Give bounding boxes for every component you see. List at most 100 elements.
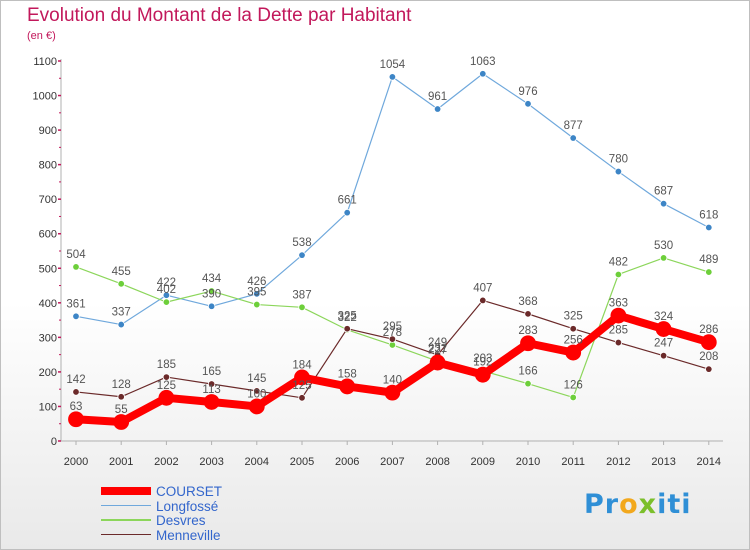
legend-swatch-menneville xyxy=(101,533,151,536)
data-label-longfosse: 1054 xyxy=(380,59,406,71)
x-tick-label: 2006 xyxy=(335,456,359,468)
data-label-menneville: 325 xyxy=(338,311,357,323)
data-label-longfosse: 618 xyxy=(699,210,718,222)
data-label-courset: 63 xyxy=(70,401,83,413)
data-label-desvres: 434 xyxy=(202,273,222,285)
data-label-desvres: 455 xyxy=(112,266,131,278)
data-point-menneville xyxy=(705,365,713,373)
series-layer xyxy=(68,70,717,430)
data-point-courset xyxy=(158,389,175,406)
legend-label-courset: COURSET xyxy=(156,484,223,499)
legend-swatch-desvres xyxy=(101,519,151,521)
data-label-courset: 125 xyxy=(157,380,176,392)
data-label-desvres: 203 xyxy=(473,353,492,365)
data-label-courset: 286 xyxy=(699,324,718,336)
data-point-menneville xyxy=(72,388,80,396)
data-point-desvres xyxy=(659,254,668,262)
data-point-courset xyxy=(248,398,265,415)
data-label-longfosse: 390 xyxy=(202,288,221,300)
data-label-desvres: 395 xyxy=(247,287,266,299)
data-label-menneville: 125 xyxy=(292,380,311,392)
data-point-menneville xyxy=(524,310,532,318)
x-tick-label: 2013 xyxy=(651,456,675,468)
data-label-longfosse: 780 xyxy=(609,154,628,166)
data-point-desvres xyxy=(524,379,532,388)
x-tick-label: 2000 xyxy=(64,456,88,468)
data-point-courset xyxy=(113,414,130,430)
data-point-menneville xyxy=(569,325,577,333)
data-label-menneville: 128 xyxy=(112,379,131,391)
legend-label-menneville: Menneville xyxy=(156,527,221,543)
data-point-desvres xyxy=(614,270,623,279)
data-point-courset xyxy=(565,344,582,361)
data-label-longfosse: 337 xyxy=(112,307,131,319)
data-point-desvres xyxy=(72,263,80,271)
x-tick-label: 2009 xyxy=(471,456,495,468)
data-label-courset: 227 xyxy=(428,345,447,357)
data-point-desvres xyxy=(117,280,125,288)
data-label-courset: 100 xyxy=(247,388,266,400)
data-point-courset xyxy=(610,307,627,324)
data-point-longfosse xyxy=(569,134,577,142)
data-label-longfosse: 426 xyxy=(247,276,266,288)
brand-part-2: o xyxy=(619,489,639,520)
data-label-longfosse: 961 xyxy=(428,91,447,103)
data-point-desvres xyxy=(162,298,171,306)
data-point-longfosse xyxy=(117,320,125,329)
data-label-desvres: 231 xyxy=(428,343,447,355)
data-point-menneville xyxy=(479,296,487,305)
data-label-courset: 363 xyxy=(609,298,628,310)
brand-part-3: x xyxy=(638,489,658,520)
legend-swatch-courset xyxy=(101,487,151,495)
data-label-menneville: 208 xyxy=(699,351,718,363)
data-label-courset: 184 xyxy=(292,359,312,371)
data-label-desvres: 402 xyxy=(157,284,176,296)
data-point-menneville xyxy=(659,351,668,360)
axes: 0 100 200 300 400 500 600 700 800 900 1000 1100 2000… xyxy=(33,56,723,468)
y-tick-label: 100 xyxy=(39,401,57,413)
data-label-courset: 324 xyxy=(654,311,674,323)
data-label-desvres: 489 xyxy=(699,254,718,266)
data-label-longfosse: 1063 xyxy=(470,56,496,68)
data-label-menneville: 249 xyxy=(428,337,447,349)
data-point-longfosse xyxy=(614,167,623,176)
data-label-menneville: 325 xyxy=(564,311,583,323)
x-tick-label: 2002 xyxy=(154,456,178,468)
data-label-desvres: 530 xyxy=(654,240,673,252)
data-point-courset xyxy=(429,354,446,371)
data-label-menneville: 165 xyxy=(202,366,221,378)
data-point-longfosse xyxy=(659,199,668,208)
data-point-desvres xyxy=(298,303,306,312)
legend-swatch-longfosse xyxy=(101,504,151,507)
data-label-menneville: 145 xyxy=(247,373,266,385)
data-point-courset xyxy=(339,378,356,395)
y-tick-label: 600 xyxy=(39,229,57,241)
x-tick-label: 2011 xyxy=(561,456,585,468)
data-point-menneville xyxy=(253,387,261,395)
chart-subtitle: (en €) xyxy=(27,30,56,42)
data-point-longfosse xyxy=(343,208,351,217)
legend-label-desvres: Desvres xyxy=(156,513,206,528)
data-label-courset: 140 xyxy=(383,375,402,387)
data-point-desvres xyxy=(705,268,713,276)
data-point-menneville xyxy=(117,393,125,401)
data-point-courset xyxy=(294,369,310,386)
y-tick-label: 800 xyxy=(39,160,57,172)
data-point-longfosse xyxy=(207,302,216,310)
data-label-desvres: 322 xyxy=(338,312,357,324)
data-point-desvres xyxy=(569,393,577,402)
data-label-longfosse: 661 xyxy=(338,195,357,207)
y-tick-label: 300 xyxy=(39,332,57,344)
data-point-courset xyxy=(474,366,491,383)
data-label-longfosse: 877 xyxy=(564,120,583,132)
data-label-menneville: 285 xyxy=(609,325,628,337)
data-point-desvres xyxy=(207,287,216,295)
x-tick-label: 2008 xyxy=(425,456,449,468)
data-label-courset: 192 xyxy=(473,357,492,369)
data-point-longfosse xyxy=(524,100,532,108)
x-tick-label: 2007 xyxy=(380,456,404,468)
data-label-menneville: 247 xyxy=(654,338,673,350)
data-label-desvres: 482 xyxy=(609,256,628,268)
data-point-longfosse xyxy=(479,70,487,78)
